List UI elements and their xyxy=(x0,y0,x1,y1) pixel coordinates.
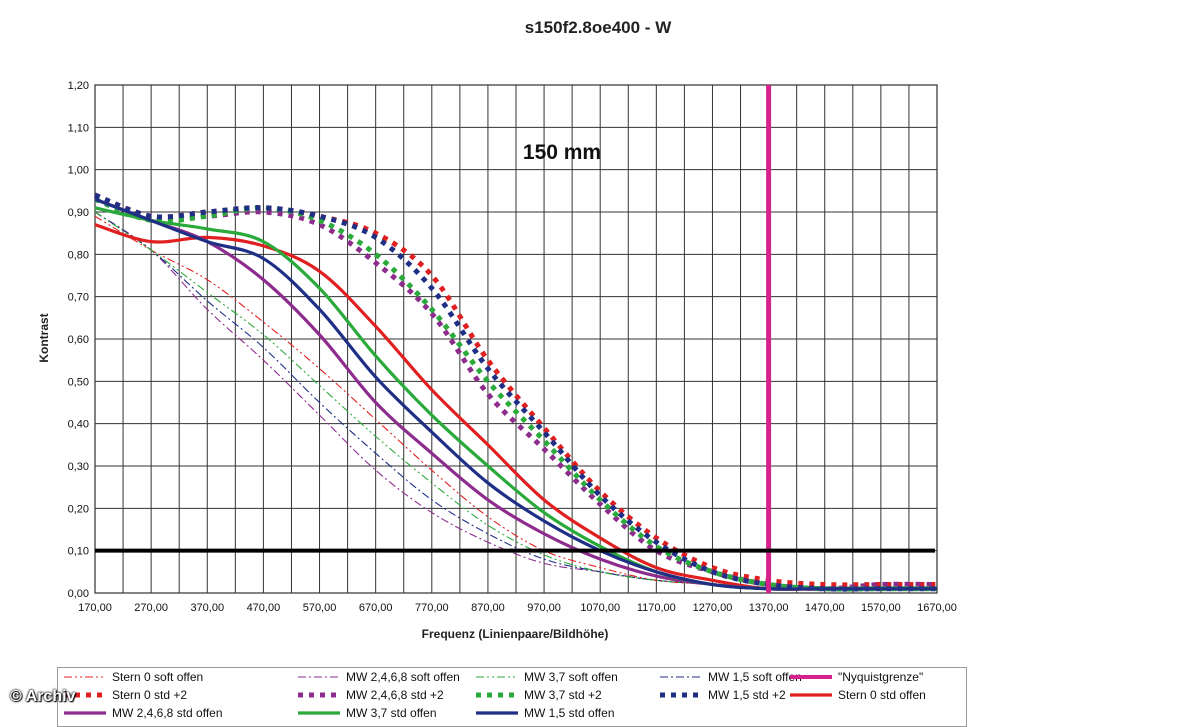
legend-item: MW 1,5 soft offen xyxy=(658,670,802,684)
legend-label: Stern 0 std offen xyxy=(838,688,926,702)
legend-item: MW 3,7 soft offen xyxy=(474,670,618,684)
legend-label: Stern 0 std +2 xyxy=(112,688,188,702)
legend-label: MW 2,4,6,8 std +2 xyxy=(346,688,444,702)
legend-label: MW 3,7 soft offen xyxy=(524,670,618,684)
legend-swatch xyxy=(64,711,106,715)
y-tick-label: 0,40 xyxy=(68,419,89,431)
x-tick-label: 170,00 xyxy=(78,602,112,614)
y-tick-label: 1,20 xyxy=(68,80,89,92)
series-lines xyxy=(94,85,938,593)
x-tick-label: 770,00 xyxy=(415,602,449,614)
legend-label: MW 2,4,6,8 soft offen xyxy=(346,670,460,684)
legend-label: "Nyquistgrenze" xyxy=(838,670,924,684)
x-tick-label: 1270,00 xyxy=(693,602,733,614)
y-tick-label: 0,70 xyxy=(68,292,89,304)
y-axis-label: Kontrast xyxy=(37,313,51,362)
y-tick-label: 0,00 xyxy=(68,588,89,600)
legend-swatch xyxy=(298,711,340,715)
legend-item: "Nyquistgrenze" xyxy=(788,670,923,684)
legend-swatch xyxy=(476,692,518,698)
legend-swatch xyxy=(790,693,832,697)
grid xyxy=(94,84,938,594)
x-tick-label: 970,00 xyxy=(527,602,561,614)
legend-label: MW 1,5 std offen xyxy=(524,706,615,720)
legend-label: MW 3,7 std offen xyxy=(346,706,437,720)
legend-label: MW 2,4,6,8 std offen xyxy=(112,706,223,720)
legend: Stern 0 soft offen MW 2,4,6,8 soft offen M… xyxy=(57,667,967,727)
x-tick-label: 870,00 xyxy=(471,602,505,614)
legend-label: MW 1,5 std +2 xyxy=(708,688,786,702)
x-tick-label: 570,00 xyxy=(303,602,337,614)
x-tick-label: 1470,00 xyxy=(805,602,845,614)
chart-title: s150f2.8oe400 - W xyxy=(525,18,672,37)
x-tick-label: 1070,00 xyxy=(580,602,620,614)
x-tick-label: 1370,00 xyxy=(749,602,789,614)
series-line-0 xyxy=(94,215,937,590)
y-tick-label: 0,30 xyxy=(68,461,89,473)
series-line-8 xyxy=(94,192,937,592)
legend-item: MW 2,4,6,8 soft offen xyxy=(296,670,460,684)
legend-label: MW 1,5 soft offen xyxy=(708,670,802,684)
y-tick-label: 1,00 xyxy=(68,165,89,177)
legend-item: Stern 0 std offen xyxy=(788,688,926,702)
legend-item: MW 2,4,6,8 std offen xyxy=(62,706,223,720)
watermark: © Archiv xyxy=(10,688,76,705)
x-tick-label: 670,00 xyxy=(359,602,393,614)
y-tick-label: 0,60 xyxy=(68,334,89,346)
legend-swatch xyxy=(298,692,340,698)
legend-label: Stern 0 soft offen xyxy=(112,670,204,684)
x-tick-label: 1570,00 xyxy=(861,602,901,614)
legend-swatch xyxy=(476,676,518,678)
series-line-12 xyxy=(94,197,937,591)
legend-item: MW 3,7 std offen xyxy=(296,706,437,720)
x-tick-label: 1670,00 xyxy=(917,602,957,614)
x-axis-label: Frequenz (Linienpaare/Bildhöhe) xyxy=(422,627,609,641)
x-tick-label: 470,00 xyxy=(247,602,281,614)
legend-item: MW 3,7 std +2 xyxy=(474,688,602,702)
legend-item: Stern 0 soft offen xyxy=(62,670,203,684)
x-tick-label: 270,00 xyxy=(134,602,168,614)
legend-swatch xyxy=(790,675,832,679)
annotation-label: 150 mm xyxy=(523,141,601,164)
legend-swatch xyxy=(476,711,518,715)
x-tick-labels: 170,00 270,00 370,00 470,00 570,00 670,00 770,… xyxy=(78,602,957,614)
legend-swatch xyxy=(660,676,702,678)
legend-swatch xyxy=(298,676,340,678)
y-tick-label: 0,50 xyxy=(68,376,89,388)
y-tick-label: 0,80 xyxy=(68,249,89,261)
y-tick-label: 1,10 xyxy=(68,122,89,134)
legend-swatch xyxy=(64,676,106,678)
legend-item: MW 1,5 std +2 xyxy=(658,688,786,702)
y-tick-label: 0,10 xyxy=(68,546,89,558)
legend-swatch xyxy=(660,692,702,698)
legend-label: MW 3,7 std +2 xyxy=(524,688,602,702)
legend-item: MW 2,4,6,8 std +2 xyxy=(296,688,444,702)
x-tick-label: 1170,00 xyxy=(637,602,676,614)
legend-item: Stern 0 std +2 xyxy=(62,688,187,702)
y-tick-label: 0,90 xyxy=(68,207,89,219)
chart: s150f2.8oe400 - W 0,000,100,200,300,400,… xyxy=(37,18,957,641)
legend-item: MW 1,5 std offen xyxy=(474,706,615,720)
y-tick-label: 0,20 xyxy=(68,503,89,515)
legend-swatch xyxy=(64,692,106,698)
y-tick-labels: 0,00 0,10 0,20 0,30 0,40 0,50 0,60 0,70 0,80 0,90… xyxy=(68,80,89,600)
x-tick-label: 370,00 xyxy=(190,602,224,614)
